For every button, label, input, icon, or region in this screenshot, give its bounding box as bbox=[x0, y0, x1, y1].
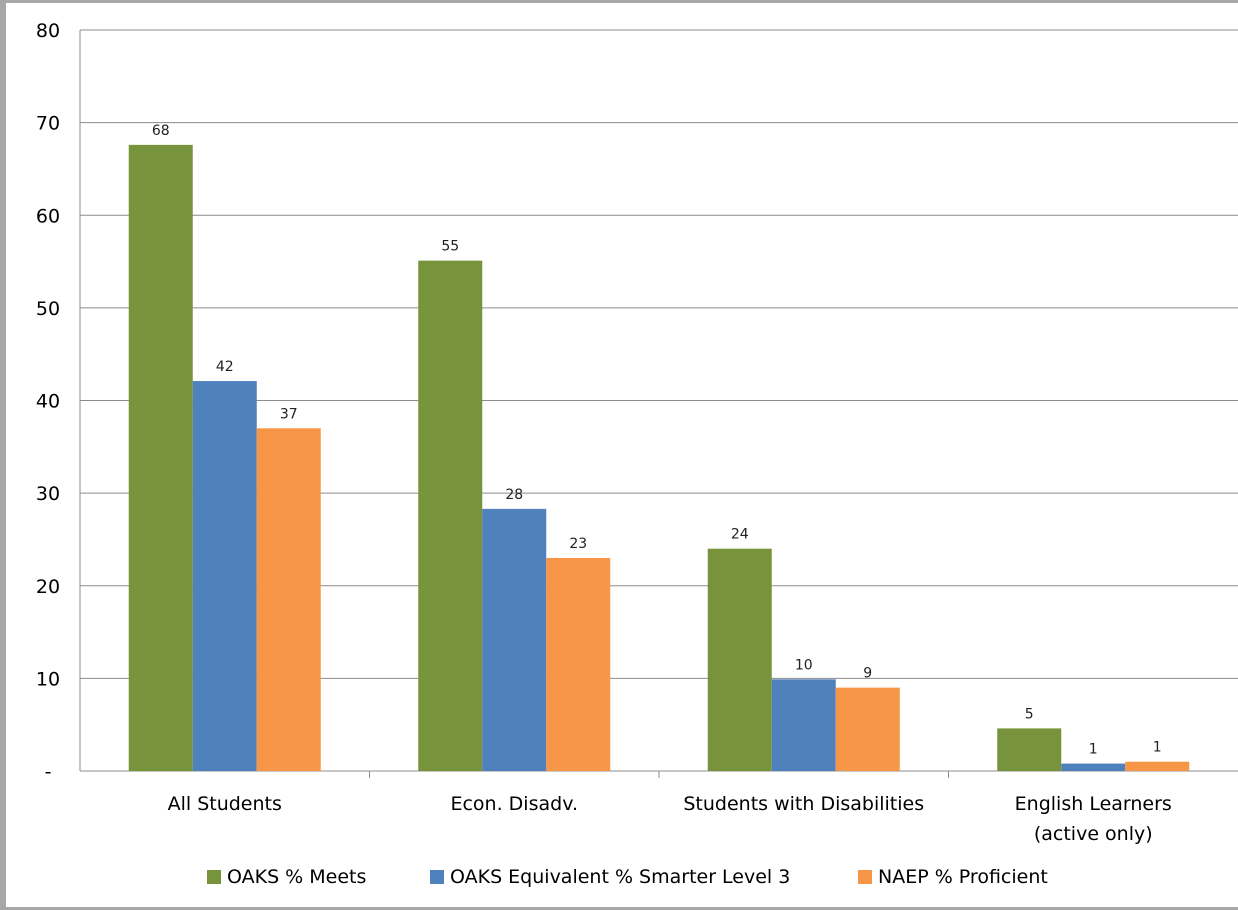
x-category-label: Econ. Disadv. bbox=[450, 793, 578, 815]
data-label: 5 bbox=[1025, 706, 1034, 722]
data-label: 37 bbox=[280, 406, 298, 422]
data-label: 55 bbox=[441, 239, 459, 255]
bar bbox=[997, 728, 1062, 771]
data-label: 9 bbox=[863, 666, 872, 682]
bar bbox=[482, 508, 547, 771]
data-label: 1 bbox=[1089, 742, 1098, 758]
bar bbox=[192, 381, 257, 771]
y-tick-label: 40 bbox=[36, 391, 60, 413]
y-tick-label: 60 bbox=[36, 205, 60, 227]
data-label: 68 bbox=[152, 123, 170, 139]
bar bbox=[128, 144, 193, 772]
y-tick-label: 20 bbox=[36, 576, 60, 598]
legend-label: NAEP % Proficient bbox=[878, 866, 1048, 888]
bar bbox=[707, 548, 772, 771]
bar bbox=[771, 679, 836, 771]
y-tick-label: 70 bbox=[36, 113, 60, 135]
x-category-label: All Students bbox=[168, 793, 282, 815]
y-tick-label: 10 bbox=[36, 668, 60, 690]
data-label: 1 bbox=[1153, 740, 1162, 756]
x-category-label: Students with Disabilities bbox=[683, 793, 924, 815]
bar bbox=[835, 687, 900, 771]
x-category-label: (active only) bbox=[1034, 823, 1153, 845]
bar bbox=[546, 557, 611, 771]
bar bbox=[1125, 761, 1190, 771]
data-label: 23 bbox=[569, 536, 587, 552]
data-label: 42 bbox=[216, 359, 234, 375]
x-category-label: English Learners bbox=[1015, 793, 1172, 815]
data-label: 10 bbox=[795, 657, 813, 673]
data-label: 28 bbox=[505, 487, 523, 503]
legend-label: OAKS % Meets bbox=[227, 866, 366, 888]
bar bbox=[256, 428, 321, 771]
legend-label: OAKS Equivalent % Smarter Level 3 bbox=[450, 866, 790, 888]
bar bbox=[418, 260, 483, 771]
bar bbox=[1061, 763, 1126, 771]
legend-swatch bbox=[858, 870, 872, 884]
data-label: 24 bbox=[731, 527, 749, 543]
y-tick-label: 30 bbox=[36, 483, 60, 505]
y-tick-label: 80 bbox=[36, 20, 60, 42]
legend-swatch bbox=[207, 870, 221, 884]
y-tick-label: 50 bbox=[36, 298, 60, 320]
legend-swatch bbox=[430, 870, 444, 884]
y-tick-label: - bbox=[45, 761, 52, 783]
